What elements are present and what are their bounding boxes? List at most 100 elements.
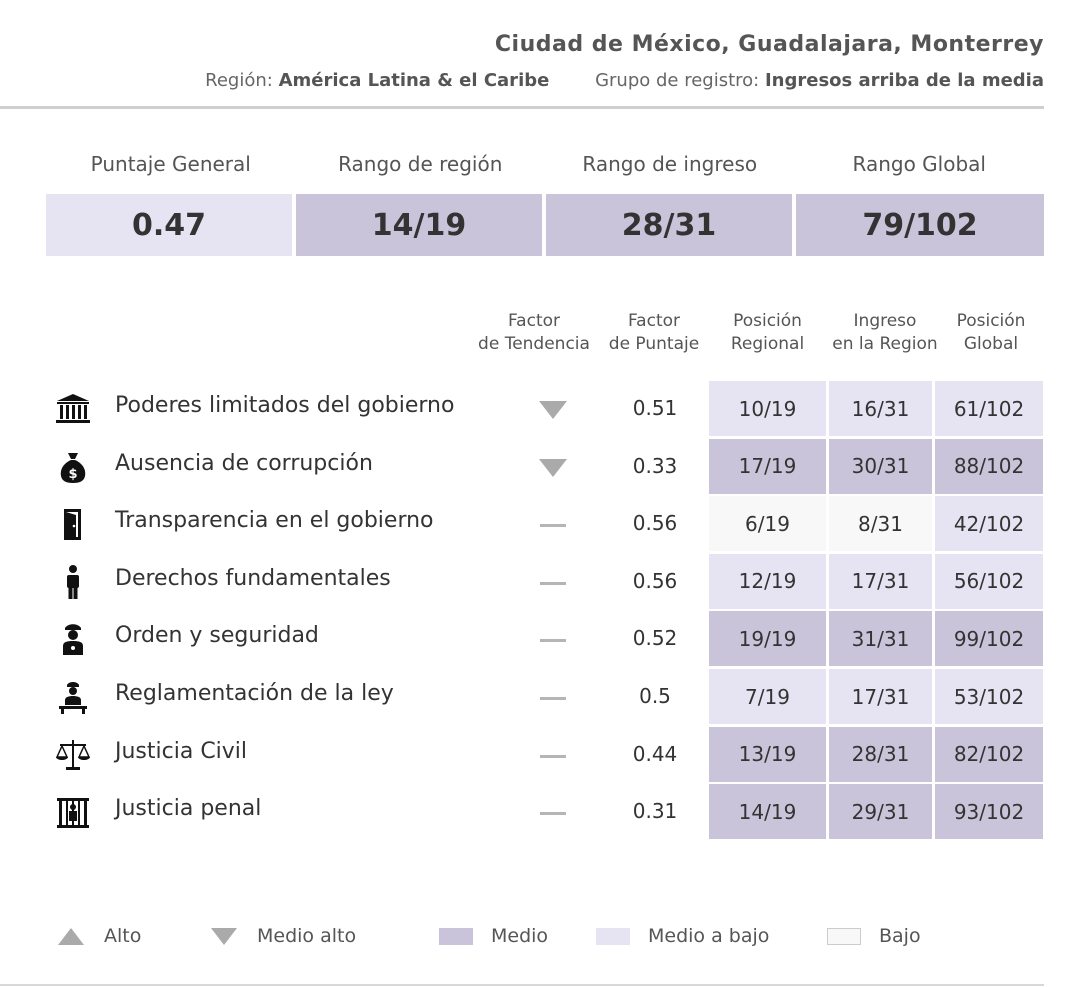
factor-row: Derechos fundamentales 0.56 12/19 17/31 56/1…	[0, 553, 1084, 610]
legend-swatch	[827, 927, 861, 945]
money-bag-icon: $	[54, 449, 92, 485]
factor-score: 0.5	[639, 684, 671, 708]
trend-flat-icon	[540, 524, 566, 528]
income-rank: 29/31	[829, 784, 932, 840]
global-rank: 56/102	[935, 553, 1043, 609]
factor-name: Transparencia en el gobierno	[115, 508, 434, 534]
column-header-line: Ingreso	[853, 311, 917, 331]
regional-rank: 19/19	[709, 611, 826, 667]
income-rank: 17/31	[829, 553, 932, 609]
global-rank: 42/102	[935, 496, 1043, 552]
summary-value-region: 14/19	[296, 194, 542, 256]
legend-item-medio-bajo: Medio a bajo	[596, 925, 769, 947]
factor-trend	[538, 743, 568, 767]
regional-rank: 6/19	[709, 496, 826, 552]
triangle-down-icon	[211, 927, 237, 945]
column-header-global: Posición Global	[935, 310, 1047, 356]
legend-label: Medio alto	[257, 925, 357, 947]
summary-label-global: Rango Global	[852, 152, 986, 176]
global-rank: 93/102	[935, 784, 1043, 840]
column-header-regional: Posición Regional	[709, 310, 826, 356]
region-label: Región:	[205, 70, 273, 91]
factor-trend	[538, 627, 568, 651]
income-rank: 28/31	[829, 726, 932, 782]
global-rank: 88/102	[935, 438, 1043, 494]
trend-down-icon	[539, 401, 567, 419]
legend-label: Medio	[491, 925, 549, 947]
factor-trend	[538, 570, 568, 594]
legend-item-medio-alto: Medio alto	[211, 925, 356, 947]
factor-trend	[538, 455, 568, 479]
city-title: Ciudad de México, Guadalajara, Monterrey	[494, 32, 1044, 57]
trend-flat-icon	[540, 639, 566, 643]
legend-label: Bajo	[879, 925, 921, 947]
global-rank: 61/102	[935, 381, 1043, 436]
top-divider	[0, 106, 1044, 109]
factor-row: Orden y seguridad 0.52 19/19 31/31 99/102	[0, 611, 1084, 667]
legend-swatch	[439, 927, 473, 945]
official-at-desk-icon	[54, 679, 92, 715]
regional-rank: 13/19	[709, 726, 826, 782]
factor-row: Transparencia en el gobierno 0.56 6/19 8/31…	[0, 496, 1084, 552]
column-header-line: Factor	[507, 311, 561, 331]
factor-name: Ausencia de corrupción	[115, 450, 373, 476]
factor-trend	[538, 512, 568, 536]
factor-name: Orden y seguridad	[115, 623, 319, 649]
factor-score: 0.44	[632, 741, 678, 766]
column-header-line: Regional	[730, 334, 805, 354]
factor-name: Reglamentación de la ley	[115, 681, 394, 706]
factor-row: Justicia penal 0.31 14/19 29/31 93/102	[0, 784, 1084, 840]
region-value: América Latina & el Caribe	[278, 70, 550, 91]
factor-score: 0.56	[632, 511, 678, 536]
subtitle: Región: América Latina & el Caribe Grupo…	[205, 70, 1044, 91]
column-header-line: en la Region	[832, 334, 938, 354]
summary-value-global: 79/102	[796, 194, 1044, 256]
factor-name: Justicia penal	[115, 796, 262, 822]
summary-panel: Puntaje General Rango de región Rango de…	[46, 152, 1044, 256]
legend-label: Alto	[104, 925, 142, 947]
scales-icon	[54, 737, 92, 773]
legend-item-bajo: Bajo	[827, 925, 921, 947]
trend-flat-icon	[540, 754, 566, 758]
column-header-income: Ingreso en la Region	[825, 310, 945, 356]
factor-trend	[538, 800, 568, 824]
income-rank: 17/31	[829, 669, 932, 724]
trend-flat-icon	[540, 697, 566, 700]
factor-row: Reglamentación de la ley 0.5 7/19 17/31 53/1…	[0, 669, 1084, 725]
trend-down-icon	[539, 458, 567, 477]
summary-value-income: 28/31	[546, 194, 792, 256]
factor-score: 0.51	[632, 396, 678, 420]
income-rank: 16/31	[829, 381, 932, 436]
income-rank: 30/31	[829, 438, 932, 494]
factor-score: 0.31	[632, 799, 678, 824]
legend-item-alto: Alto	[58, 925, 141, 947]
column-header-line: de Tendencia	[478, 334, 590, 354]
summary-label-income: Rango de ingreso	[582, 152, 758, 176]
regional-rank: 7/19	[709, 669, 826, 724]
column-header-line: Posición	[956, 311, 1026, 331]
column-header-line: Posición	[733, 311, 802, 331]
triangle-up-icon	[58, 927, 84, 945]
column-header-line: Factor	[627, 311, 681, 331]
regional-rank: 12/19	[709, 553, 826, 609]
global-rank: 99/102	[935, 611, 1043, 667]
factor-score: 0.56	[632, 568, 678, 593]
column-header-line: Global	[963, 334, 1019, 354]
regional-rank: 17/19	[709, 438, 826, 494]
column-header-score: Factor de Puntaje	[604, 310, 704, 356]
global-rank: 82/102	[935, 726, 1043, 782]
trend-flat-icon	[540, 812, 566, 816]
summary-label-overall: Puntaje General	[90, 152, 251, 176]
government-building-icon	[54, 391, 92, 427]
factor-name: Justicia Civil	[115, 738, 248, 764]
column-header-trend: Factor de Tendencia	[474, 310, 594, 356]
income-rank: 8/31	[829, 496, 932, 552]
trend-flat-icon	[540, 581, 566, 585]
factor-trend	[538, 397, 568, 421]
svg-text:$: $	[68, 467, 77, 482]
bottom-divider	[0, 984, 1044, 986]
group-label: Grupo de registro:	[595, 70, 760, 91]
jail-icon	[54, 794, 92, 830]
factor-row: $ Ausencia de corrupción 0.33 17/19 30/31 88/…	[0, 438, 1084, 495]
factor-trend	[538, 685, 568, 709]
